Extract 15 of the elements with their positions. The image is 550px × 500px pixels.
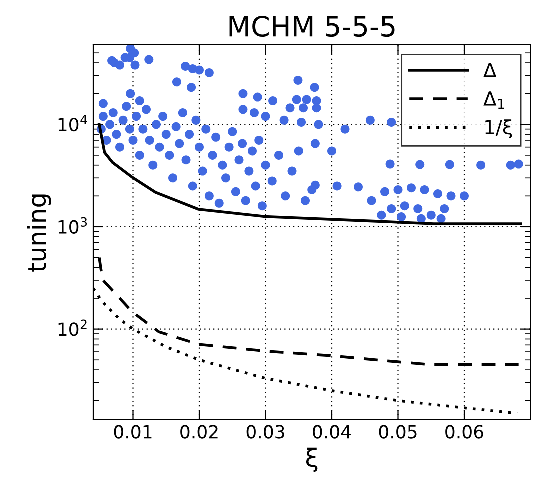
y-tick-label: 10$^{3}$: [58, 217, 88, 234]
y-tick-label: 10$^{2}$: [58, 320, 87, 336]
x-tick-label: 0.03: [246, 425, 284, 439]
x-axis-title: ξ: [306, 448, 318, 472]
x-tick-label: 0.06: [446, 425, 484, 439]
x-tick-label: 0.05: [379, 425, 417, 439]
y-tick-label: 10$^{4}$: [58, 115, 88, 132]
legend-label: 1/ξ: [486, 120, 512, 138]
x-tick-label: 0.04: [313, 425, 352, 439]
y-axis-title: tuning: [27, 194, 52, 272]
legend-label: Δ$_{1}$: [484, 92, 504, 109]
chart-title: MCHM 5-5-5: [230, 16, 395, 38]
legend-label: Δ: [484, 63, 497, 78]
x-tick-label: 0.01: [114, 425, 152, 439]
x-tick-label: 0.02: [180, 425, 218, 439]
